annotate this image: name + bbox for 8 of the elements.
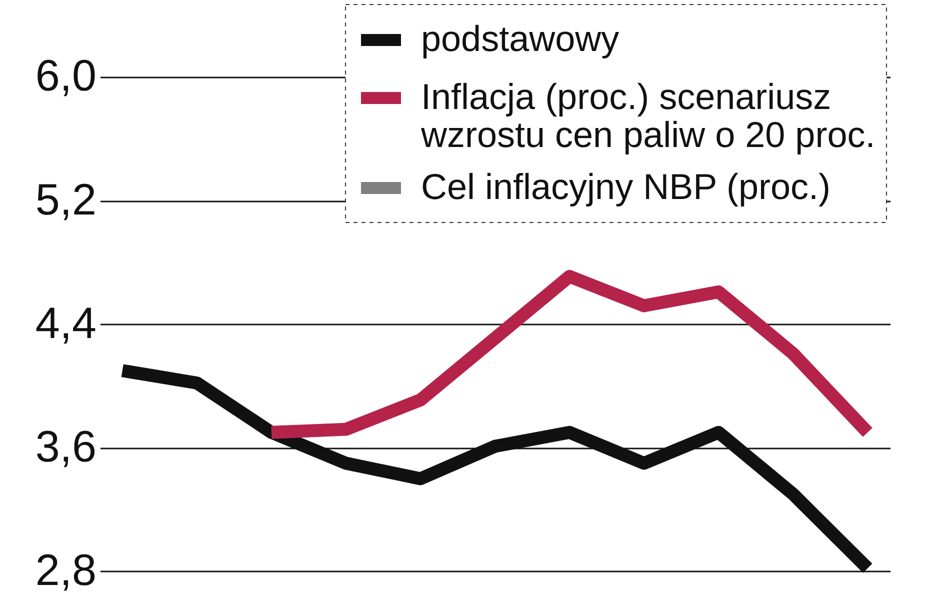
y-tick-label: 2,8 — [35, 546, 96, 593]
y-tick-label: 4,4 — [35, 298, 96, 348]
legend-label: podstawowy — [421, 18, 620, 59]
y-tick-label: 6,0 — [35, 52, 96, 101]
legend-label: Inflacja (proc.) scenariusz wzrostu cen paliw o 20 proc. — [420, 76, 876, 155]
legend-label: Cel inflacyjny NBP (proc.) — [421, 166, 830, 207]
y-tick-label: 5,2 — [35, 175, 96, 224]
y-tick-label: 3,6 — [35, 422, 96, 472]
